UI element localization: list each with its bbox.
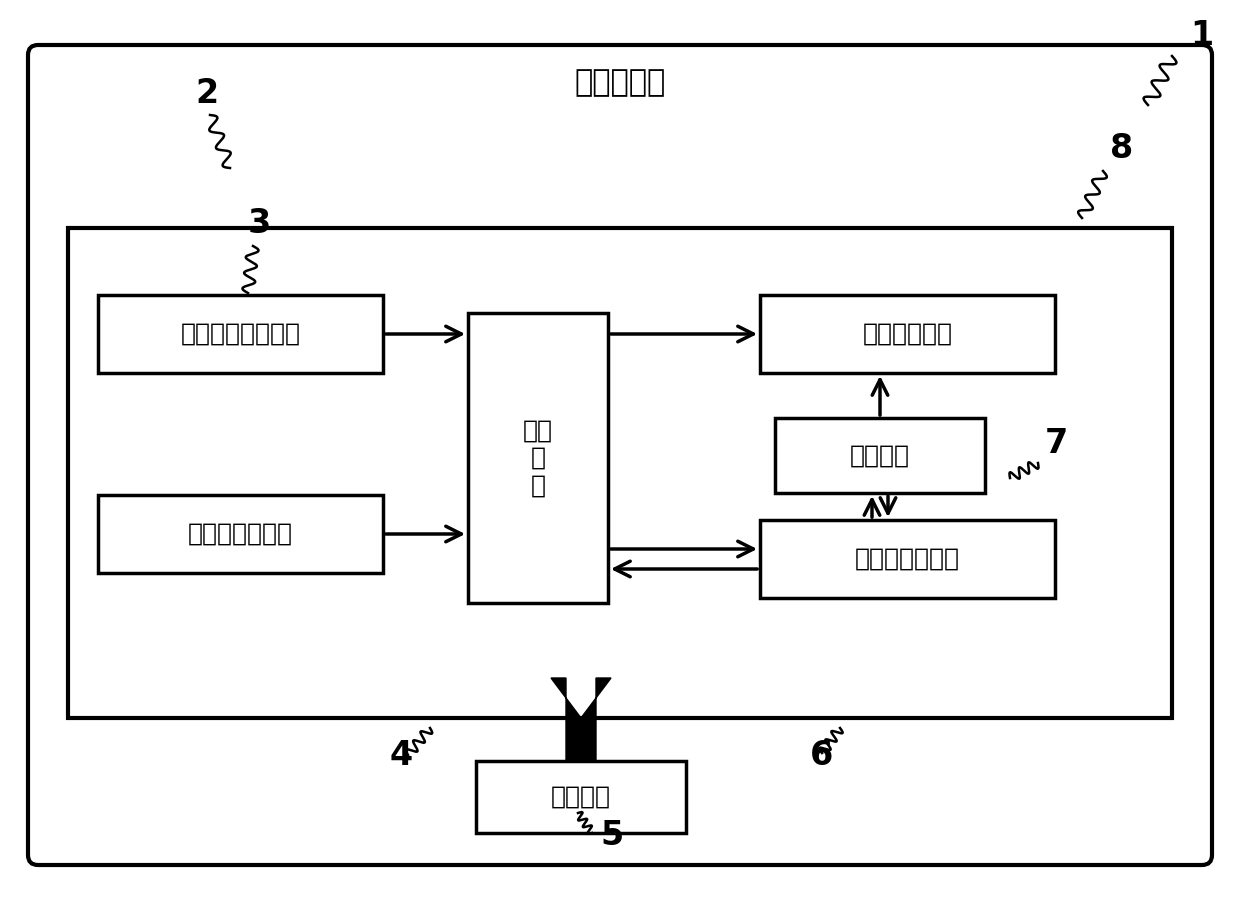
FancyBboxPatch shape <box>760 520 1055 598</box>
Text: 3: 3 <box>248 207 272 240</box>
Text: 5: 5 <box>600 819 624 852</box>
Text: 微处
理
器: 微处 理 器 <box>523 418 553 498</box>
Text: 电源模块: 电源模块 <box>551 785 611 809</box>
Text: 可见光通信模块: 可见光通信模块 <box>856 547 960 571</box>
FancyBboxPatch shape <box>760 295 1055 373</box>
Text: 7: 7 <box>1045 427 1068 460</box>
FancyBboxPatch shape <box>68 228 1172 718</box>
FancyBboxPatch shape <box>98 295 383 373</box>
Text: 6: 6 <box>810 739 833 772</box>
FancyBboxPatch shape <box>476 761 686 833</box>
Text: 超宽带雷达模块: 超宽带雷达模块 <box>188 522 293 546</box>
FancyBboxPatch shape <box>775 418 985 493</box>
Text: 亮度调节单元: 亮度调节单元 <box>863 322 952 346</box>
FancyBboxPatch shape <box>467 313 608 603</box>
Text: 1: 1 <box>1190 19 1213 52</box>
Text: 8: 8 <box>1110 132 1133 165</box>
Polygon shape <box>551 678 611 761</box>
FancyBboxPatch shape <box>29 45 1211 865</box>
Text: 光源模块: 光源模块 <box>849 444 910 467</box>
FancyBboxPatch shape <box>98 495 383 573</box>
Text: 烟雾浓度处理单元: 烟雾浓度处理单元 <box>181 322 300 346</box>
Text: 应急灯设备: 应急灯设备 <box>574 68 666 98</box>
Text: 2: 2 <box>195 77 218 110</box>
Text: 4: 4 <box>391 739 413 772</box>
